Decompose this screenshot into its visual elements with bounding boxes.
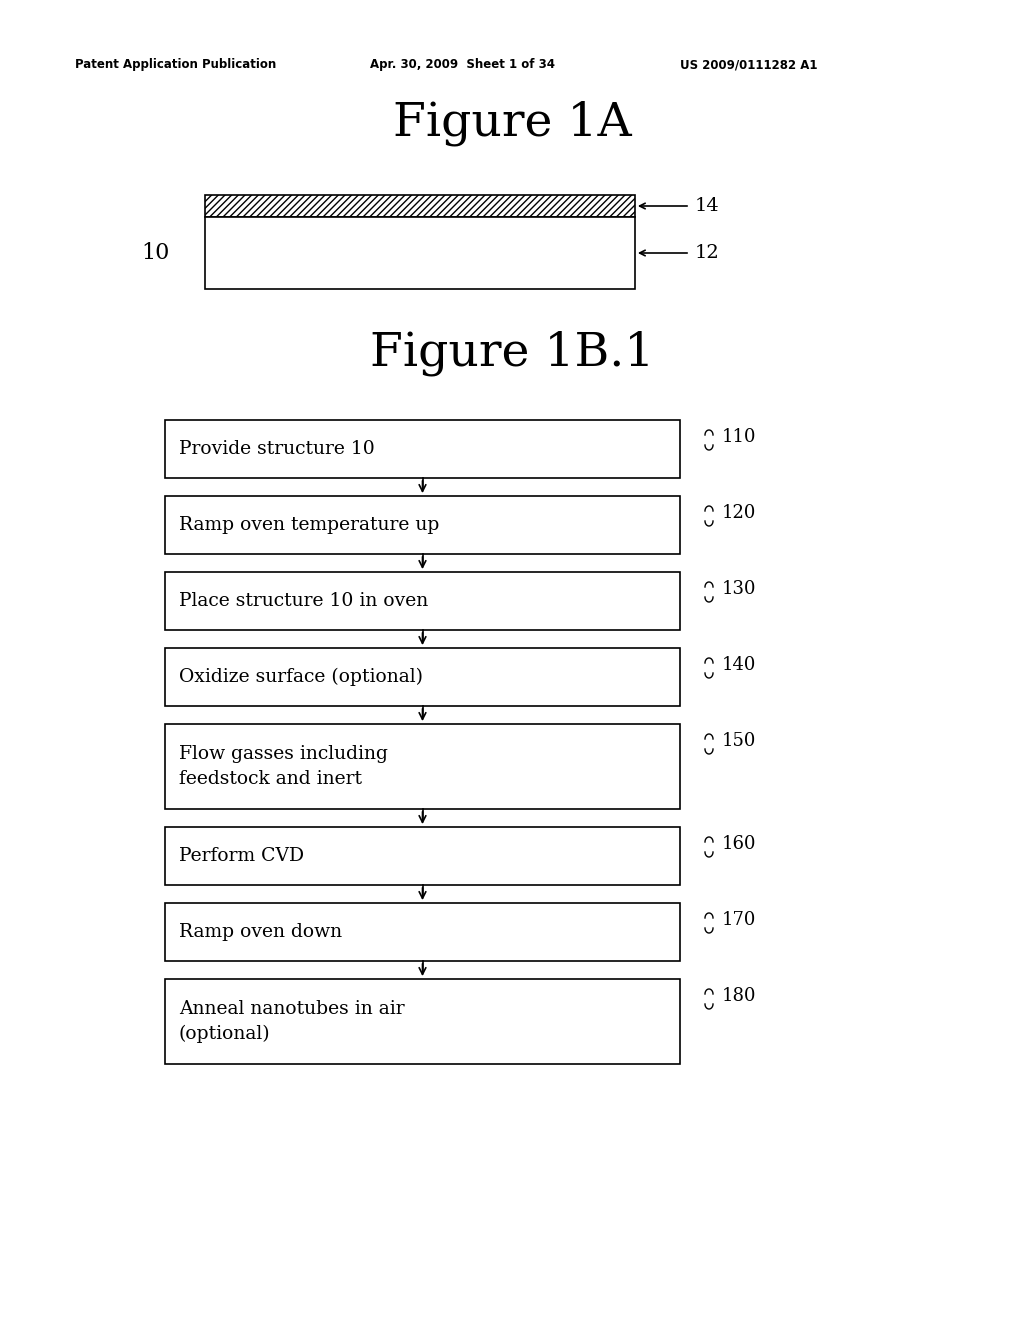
- Text: 14: 14: [695, 197, 720, 215]
- Bar: [165, 496, 680, 554]
- Text: 130: 130: [722, 579, 757, 598]
- Text: Anneal nanotubes in air
(optional): Anneal nanotubes in air (optional): [179, 999, 404, 1043]
- Text: Perform CVD: Perform CVD: [179, 847, 304, 865]
- Text: Ramp oven temperature up: Ramp oven temperature up: [179, 516, 439, 535]
- Text: 10: 10: [141, 242, 170, 264]
- Text: Ramp oven down: Ramp oven down: [179, 923, 342, 941]
- Bar: [205, 195, 635, 216]
- Text: 170: 170: [722, 911, 757, 929]
- Bar: [165, 723, 680, 809]
- Text: Oxidize surface (optional): Oxidize surface (optional): [179, 668, 423, 686]
- Text: Patent Application Publication: Patent Application Publication: [75, 58, 276, 71]
- Bar: [165, 648, 680, 706]
- Text: Flow gasses including
feedstock and inert: Flow gasses including feedstock and iner…: [179, 744, 388, 788]
- Text: 110: 110: [722, 428, 757, 446]
- Text: Provide structure 10: Provide structure 10: [179, 440, 375, 458]
- Text: Place structure 10 in oven: Place structure 10 in oven: [179, 591, 428, 610]
- Text: Figure 1B.1: Figure 1B.1: [370, 330, 654, 375]
- Text: 12: 12: [695, 244, 720, 261]
- Text: 120: 120: [722, 504, 757, 521]
- Text: 150: 150: [722, 733, 757, 750]
- Text: 140: 140: [722, 656, 757, 675]
- Bar: [165, 828, 680, 884]
- Bar: [165, 572, 680, 630]
- Text: Figure 1A: Figure 1A: [392, 100, 632, 145]
- Bar: [165, 903, 680, 961]
- Bar: [165, 420, 680, 478]
- Text: 160: 160: [722, 836, 757, 853]
- Text: 180: 180: [722, 987, 757, 1005]
- Text: Apr. 30, 2009  Sheet 1 of 34: Apr. 30, 2009 Sheet 1 of 34: [370, 58, 555, 71]
- Text: US 2009/0111282 A1: US 2009/0111282 A1: [680, 58, 817, 71]
- Bar: [205, 216, 635, 289]
- Bar: [165, 979, 680, 1064]
